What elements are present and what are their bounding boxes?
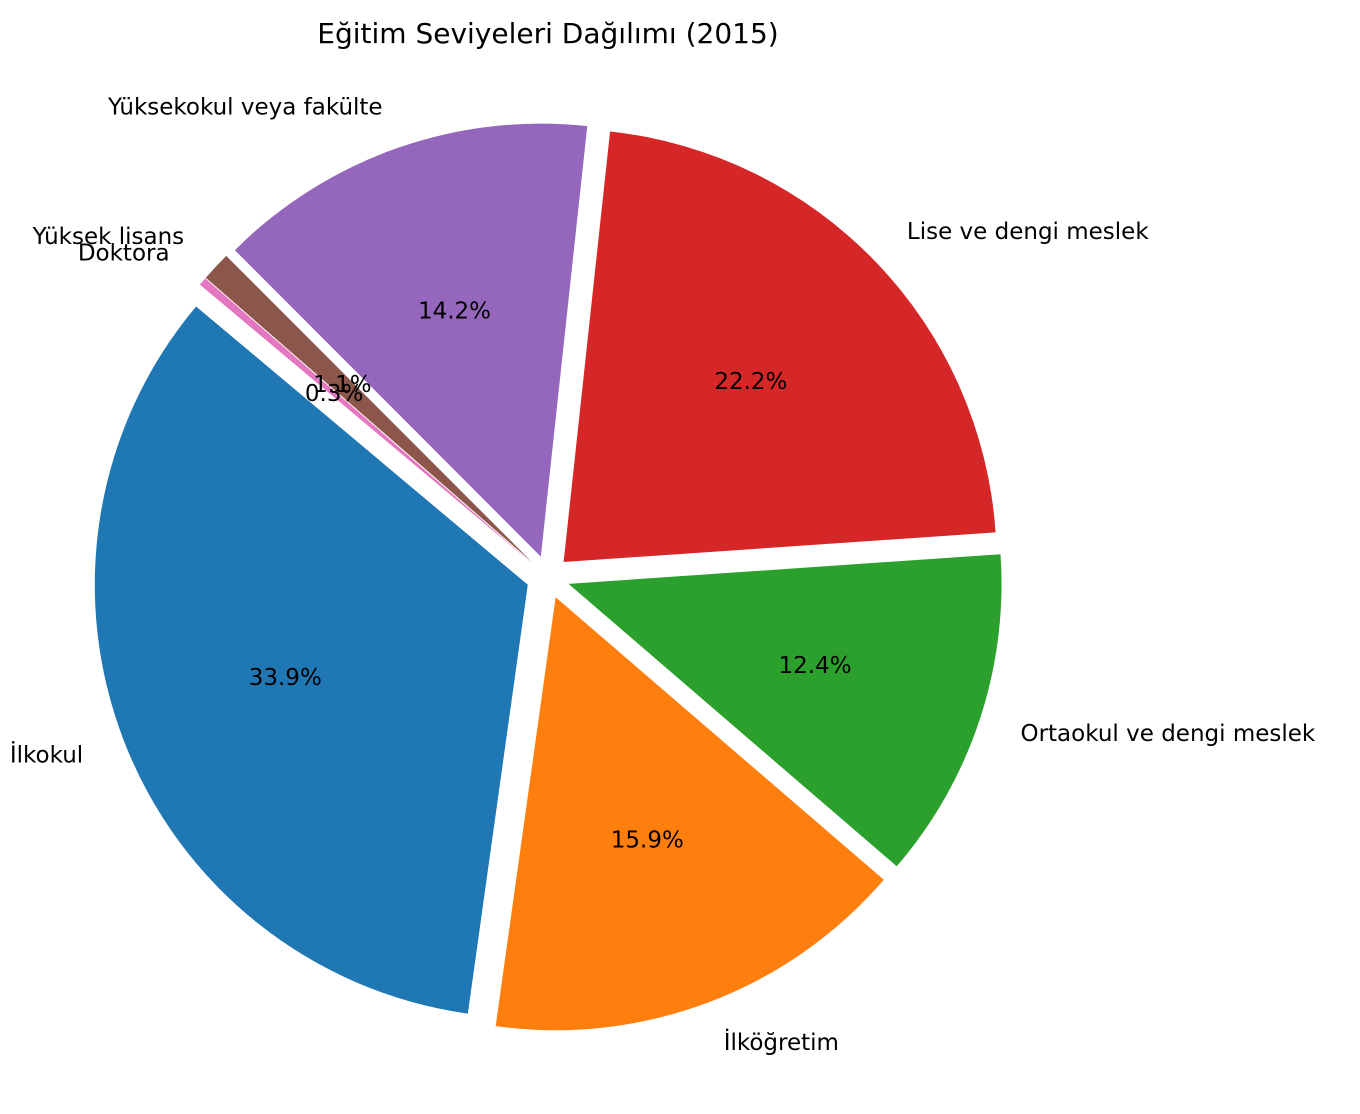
slice-label-6: Doktora <box>78 240 170 266</box>
slice-percent-1: 15.9% <box>611 827 684 853</box>
slice-label-3: Lise ve dengi meslek <box>907 219 1149 245</box>
slice-label-4: Yüksekokul veya fakülte <box>107 94 383 120</box>
pie-slice-6 <box>199 278 532 563</box>
pie-slice-0 <box>94 306 528 1014</box>
pie-slice-2 <box>568 554 1002 867</box>
slice-percent-5: 1.1% <box>313 372 371 398</box>
slice-label-5: Yüksek lisans <box>32 224 185 250</box>
slice-label-0: İlkokul <box>10 741 83 769</box>
slice-percent-2: 12.4% <box>779 653 852 679</box>
slice-percent-4: 14.2% <box>418 299 491 325</box>
slice-percent-3: 22.2% <box>714 369 787 395</box>
chart-title: Eğitim Seviyeleri Dağılımı (2015) <box>317 17 778 50</box>
slice-label-2: Ortaokul ve dengi meslek <box>1020 721 1315 747</box>
pie-labels: İlkokul 33.9% İlköğretim 15.9% Ortaokul ve d… <box>10 94 1316 1056</box>
pie-slice-1 <box>495 597 884 1031</box>
pie-slice-4 <box>234 123 588 557</box>
slice-label-1: İlköğretim <box>724 1028 839 1056</box>
pie-slice-5 <box>205 255 533 563</box>
slice-percent-6: 0.3% <box>305 381 363 407</box>
pie-slices <box>94 123 1002 1031</box>
pie-slice-3 <box>563 131 996 562</box>
slice-percent-0: 33.9% <box>249 665 322 691</box>
